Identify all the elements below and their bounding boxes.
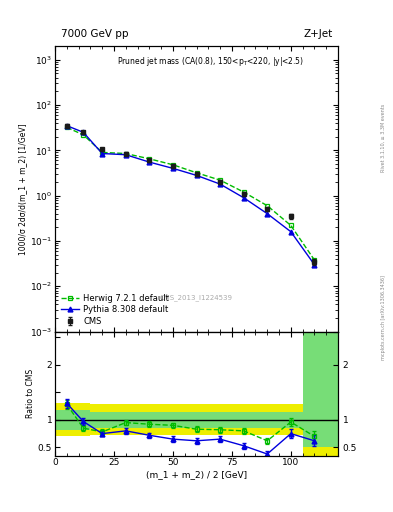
- Herwig 7.2.1 default: [312, 257, 317, 263]
- Text: mcplots.cern.ch [arXiv:1306.3436]: mcplots.cern.ch [arXiv:1306.3436]: [381, 275, 386, 360]
- Herwig 7.2.1 default: [194, 169, 199, 176]
- Pythia 8.308 default: [123, 152, 128, 158]
- Text: Z+Jet: Z+Jet: [303, 29, 332, 39]
- Herwig 7.2.1 default: [147, 156, 152, 162]
- Text: CMS_2013_I1224539: CMS_2013_I1224539: [160, 294, 233, 301]
- Herwig 7.2.1 default: [64, 124, 69, 131]
- Herwig 7.2.1 default: [123, 151, 128, 157]
- Pythia 8.308 default: [171, 165, 175, 172]
- Legend: Herwig 7.2.1 default, Pythia 8.308 default, CMS: Herwig 7.2.1 default, Pythia 8.308 defau…: [59, 292, 171, 327]
- Pythia 8.308 default: [288, 229, 293, 235]
- Line: Herwig 7.2.1 default: Herwig 7.2.1 default: [64, 125, 317, 263]
- Pythia 8.308 default: [241, 195, 246, 201]
- Herwig 7.2.1 default: [241, 189, 246, 195]
- Line: Pythia 8.308 default: Pythia 8.308 default: [64, 123, 317, 267]
- Herwig 7.2.1 default: [100, 150, 105, 156]
- Pythia 8.308 default: [147, 159, 152, 165]
- Pythia 8.308 default: [64, 122, 69, 129]
- Text: Rivet 3.1.10, ≥ 3.3M events: Rivet 3.1.10, ≥ 3.3M events: [381, 104, 386, 173]
- Text: 7000 GeV pp: 7000 GeV pp: [61, 29, 128, 39]
- Pythia 8.308 default: [312, 262, 317, 268]
- X-axis label: (m_1 + m_2) / 2 [GeV]: (m_1 + m_2) / 2 [GeV]: [146, 470, 247, 479]
- Herwig 7.2.1 default: [171, 162, 175, 168]
- Pythia 8.308 default: [100, 151, 105, 157]
- Y-axis label: Ratio to CMS: Ratio to CMS: [26, 369, 35, 418]
- Pythia 8.308 default: [218, 181, 222, 187]
- Y-axis label: 1000/σ 2dσ/d(m_1 + m_2) [1/GeV]: 1000/σ 2dσ/d(m_1 + m_2) [1/GeV]: [18, 123, 27, 254]
- Herwig 7.2.1 default: [218, 177, 222, 183]
- Pythia 8.308 default: [194, 173, 199, 179]
- Pythia 8.308 default: [81, 129, 86, 135]
- Herwig 7.2.1 default: [81, 132, 86, 138]
- Pythia 8.308 default: [265, 210, 270, 217]
- Text: Pruned jet mass (CA(0.8), 150<p$_\mathrm{T}$<220, |y|<2.5): Pruned jet mass (CA(0.8), 150<p$_\mathrm…: [117, 55, 304, 68]
- Herwig 7.2.1 default: [288, 222, 293, 228]
- Herwig 7.2.1 default: [265, 203, 270, 209]
